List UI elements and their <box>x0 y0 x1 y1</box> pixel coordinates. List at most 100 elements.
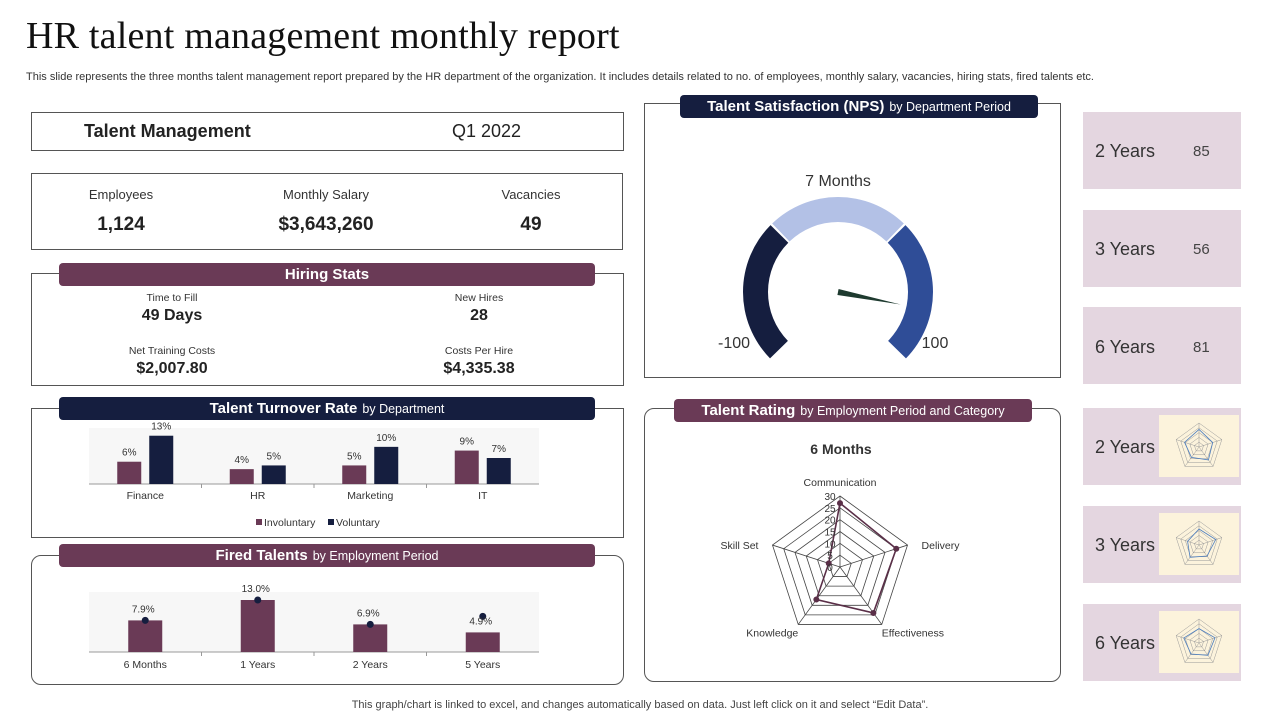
radar-grid-ring <box>1175 422 1223 467</box>
net-training-costs-value: $2,007.80 <box>136 360 208 377</box>
nps-title: Talent Satisfaction (NPS) <box>707 98 885 115</box>
radar-spoke <box>1198 446 1214 467</box>
data-label: 7.9% <box>132 604 155 615</box>
hiring-stats-box <box>31 273 624 386</box>
side-card-2-years-radar: 2 Years <box>1083 408 1241 485</box>
gauge-min-label: -100 <box>718 335 750 352</box>
radar-spoke <box>1198 544 1214 565</box>
side-card-3-years: 3 Years 56 <box>1083 210 1241 287</box>
x-tick-label: 1 Years <box>240 659 275 671</box>
kpi-employees-label: Employees <box>88 187 154 202</box>
gauge-segment-1 <box>772 197 904 242</box>
hiring-stats-title: Hiring Stats <box>284 266 370 283</box>
fired-title-sub: by Employment Period <box>312 548 439 563</box>
radar-spoke <box>1176 439 1200 448</box>
radar-grid-ring <box>1175 618 1223 663</box>
radar-axis-label: Knowledge <box>746 627 798 639</box>
radar-spoke <box>1198 439 1222 448</box>
radar-tick-label: 20 <box>824 516 836 527</box>
data-label: 7% <box>492 444 507 455</box>
kpi-salary-label: Monthly Salary <box>283 187 369 202</box>
hiring-stats-banner: Hiring Stats <box>59 263 595 286</box>
net-training-costs-label: Net Training Costs <box>128 345 216 357</box>
data-label: 4.9% <box>469 616 492 627</box>
talent-management-label: Talent Management <box>84 121 251 141</box>
side-card-2-years: 2 Years 85 <box>1083 112 1241 189</box>
radar-title: 6 Months <box>810 441 872 457</box>
footer-note: This graph/chart is linked to excel, and… <box>351 699 929 711</box>
data-label: 6.9% <box>357 608 380 619</box>
radar-tick-label: 15 <box>824 528 836 539</box>
fired-title: Fired Talents <box>215 547 308 564</box>
side-card-label: 2 Years <box>1095 437 1156 457</box>
radar-grid-ring <box>1180 525 1218 561</box>
nps-gauge: 7 Months -100 100 <box>718 173 948 359</box>
side-card-value: 56 <box>1193 241 1210 258</box>
radar-grid-ring <box>1189 437 1209 456</box>
legend-label: Voluntary <box>336 517 381 529</box>
marker <box>254 596 262 604</box>
rating-box <box>644 408 1061 682</box>
talent-management-box <box>31 112 624 151</box>
side-card-value: 85 <box>1193 143 1210 160</box>
talent-management-period: Q1 2022 <box>452 121 522 141</box>
radar-point <box>837 500 843 507</box>
bar-involuntary <box>117 461 142 484</box>
nps-banner: Talent Satisfaction (NPS) by Department … <box>680 95 1038 118</box>
marker <box>366 620 374 628</box>
marker <box>479 612 487 620</box>
radar-axis-label: Delivery <box>922 540 961 552</box>
radar-grid-ring <box>1189 535 1209 554</box>
radar-grid-ring <box>1194 539 1204 550</box>
side-card-3-years-radar: 3 Years <box>1083 506 1241 583</box>
gauge-needle <box>837 289 901 305</box>
bar <box>465 632 500 652</box>
kpi-vacancies-label: Vacancies <box>501 187 561 202</box>
bar-involuntary <box>342 465 367 484</box>
gauge-segment-0 <box>743 225 789 359</box>
marker <box>141 616 149 624</box>
data-label: 5% <box>267 451 282 462</box>
turnover-banner: Talent Turnover Rate by Department <box>59 397 595 420</box>
bar <box>240 600 275 652</box>
mini-radar-chart <box>1159 611 1239 673</box>
radar-grid-ring <box>772 495 908 625</box>
radar-tick-label: 30 <box>824 492 836 503</box>
radar-spoke <box>1198 635 1222 644</box>
costs-per-hire-value: $4,335.38 <box>443 360 515 377</box>
data-label: 13% <box>151 422 171 433</box>
radar-axis-label: Skill Set <box>721 540 759 552</box>
bar-involuntary <box>454 450 479 484</box>
radar-spoke <box>1184 446 1200 467</box>
x-tick-label: IT <box>478 490 488 502</box>
side-card-label: 6 Years <box>1095 633 1156 653</box>
new-hires-value: 28 <box>470 307 488 324</box>
turnover-title-sub: by Department <box>362 401 445 416</box>
nps-box <box>644 103 1061 378</box>
radar-spoke <box>1184 544 1200 565</box>
radar-grid-ring <box>1180 427 1218 463</box>
radar-grid-ring <box>805 531 875 597</box>
rating-title-sub: by Employment Period and Category <box>800 403 1005 418</box>
kpi-employees-value: 1,124 <box>97 214 145 235</box>
x-tick-label: HR <box>250 490 266 502</box>
rating-title: Talent Rating <box>701 402 796 419</box>
plot-area <box>89 592 539 652</box>
x-tick-label: 6 Months <box>124 659 167 671</box>
time-to-fill-value: 49 Days <box>141 307 203 324</box>
rating-banner: Talent Rating by Employment Period and C… <box>674 399 1032 422</box>
data-label: 13.0% <box>242 584 270 595</box>
data-label: 4% <box>235 455 250 466</box>
fired-banner: Fired Talents by Employment Period <box>59 544 595 567</box>
radar-spoke <box>1198 537 1222 546</box>
legend-label: Involuntary <box>264 517 316 529</box>
turnover-title: Talent Turnover Rate <box>209 400 358 417</box>
data-label: 10% <box>376 433 396 444</box>
bar-involuntary <box>229 469 254 484</box>
radar-grid-ring <box>1175 520 1223 565</box>
legend-swatch <box>256 519 262 525</box>
x-tick-label: 2 Years <box>353 659 388 671</box>
kpi-box <box>31 173 623 250</box>
legend-swatch <box>328 519 334 525</box>
radar-tick-label: 25 <box>824 504 836 515</box>
